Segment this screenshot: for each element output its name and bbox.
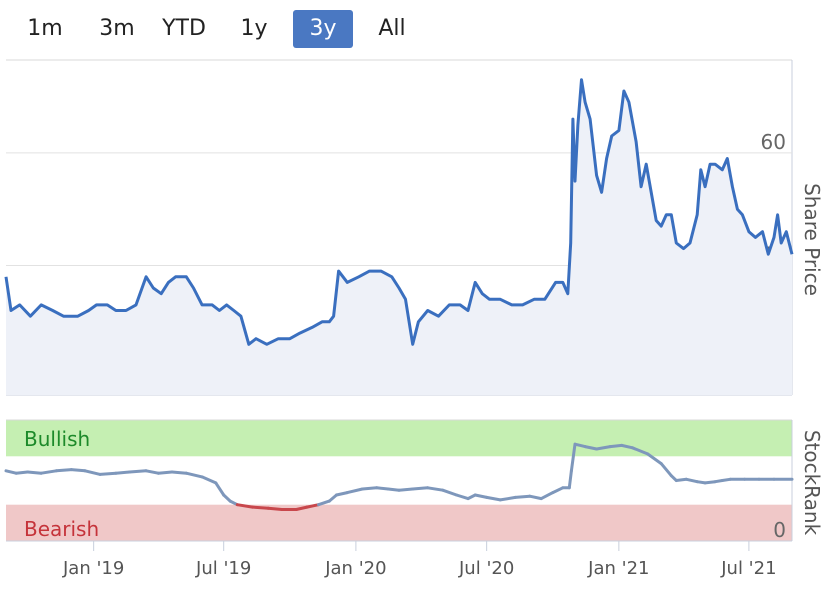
rank-line-segment [360,486,379,491]
rank-line-segment [144,469,160,475]
rank-line-segment [498,495,517,502]
rank-line-segment [98,471,118,476]
rank-line-segment [375,486,390,491]
x-tick-label: Jul '20 [458,558,514,579]
range-button-ytd[interactable]: YTD [162,16,206,41]
bearish-band [6,504,792,541]
rank-line-segment [294,505,309,511]
rank-line-segment [539,491,555,501]
rank-line-segment [595,445,612,451]
rank-line-segment [573,442,587,449]
rank-line-segment [250,505,270,510]
rank-line-segment [674,477,688,482]
x-tick-label: Jan '21 [587,558,649,579]
rank-line-segment [266,506,284,511]
rank-line-segment [305,503,320,509]
rank-line-segment [128,469,148,474]
x-tick-label: Jul '19 [195,558,251,579]
rank-line-segment [646,452,663,466]
rank-line-segment [39,469,58,475]
range-button-3y[interactable]: 3y [293,10,353,48]
rank-line-segment [569,442,577,473]
rank-line-segment [703,480,717,485]
rank-line-segment [659,462,673,478]
rank-line-segment [620,443,634,450]
x-tick-label: Jan '19 [62,558,124,579]
rank-axis-title: StockRank [800,430,824,536]
rank-line-segment [631,446,650,456]
rank-line-segment [473,493,489,499]
rank-line-segment [170,470,188,475]
rank-line-segment [528,494,543,501]
range-button-1y[interactable]: 1y [240,16,268,41]
rank-line-segment [14,470,30,475]
rank-line-segment [4,469,18,475]
rank-line-segment [156,470,174,475]
rank-line-segment [69,468,87,473]
x-tick-label: Jan '20 [324,558,386,579]
rank-line-segment [551,486,565,495]
range-button-all[interactable]: All [378,16,406,41]
rank-line-segment [214,481,226,497]
rank-line-segment [567,469,573,490]
rank-line-segment [327,493,338,503]
rank-line-segment [426,486,445,492]
range-button-3m[interactable]: 3m [99,16,135,41]
price-line [4,78,794,346]
price-tick-label: 60 [761,130,786,154]
rank-line-segment [83,469,102,476]
range-selector: 1m 3m YTD 1y 3y All [0,6,839,52]
rank-line-segment [583,445,599,451]
bullish-label: Bullish [24,427,90,451]
bullish-band [6,420,792,457]
price-axis-title: Share Price [800,183,824,296]
x-tick-label: Jul '21 [720,558,776,579]
rank-line-segment [485,495,502,502]
rank-tick-label: 0 [773,518,786,542]
rank-line-segment [608,443,624,449]
rank-line-segment [54,468,73,473]
rank-line-segment [397,487,415,492]
bearish-label: Bearish [24,517,99,541]
rank-line-segment [200,475,218,485]
rank-line-segment [411,486,430,491]
rank-line-segment [386,487,401,492]
rank-line-segment [26,470,43,475]
rank-line-segment [513,494,532,499]
rank-line-segment [235,503,254,509]
rank-line-segment [317,499,331,507]
rank-line-segment [455,493,470,501]
price-area-fill [6,79,792,395]
rank-line-segment [441,488,458,497]
range-button-1m[interactable]: 1m [27,16,63,41]
rank-line-segment [114,470,132,475]
rank-line-segment [184,471,204,479]
rank-line-segment [684,477,699,484]
rank-line-segment [345,487,364,495]
rank-line-segment [335,491,349,497]
